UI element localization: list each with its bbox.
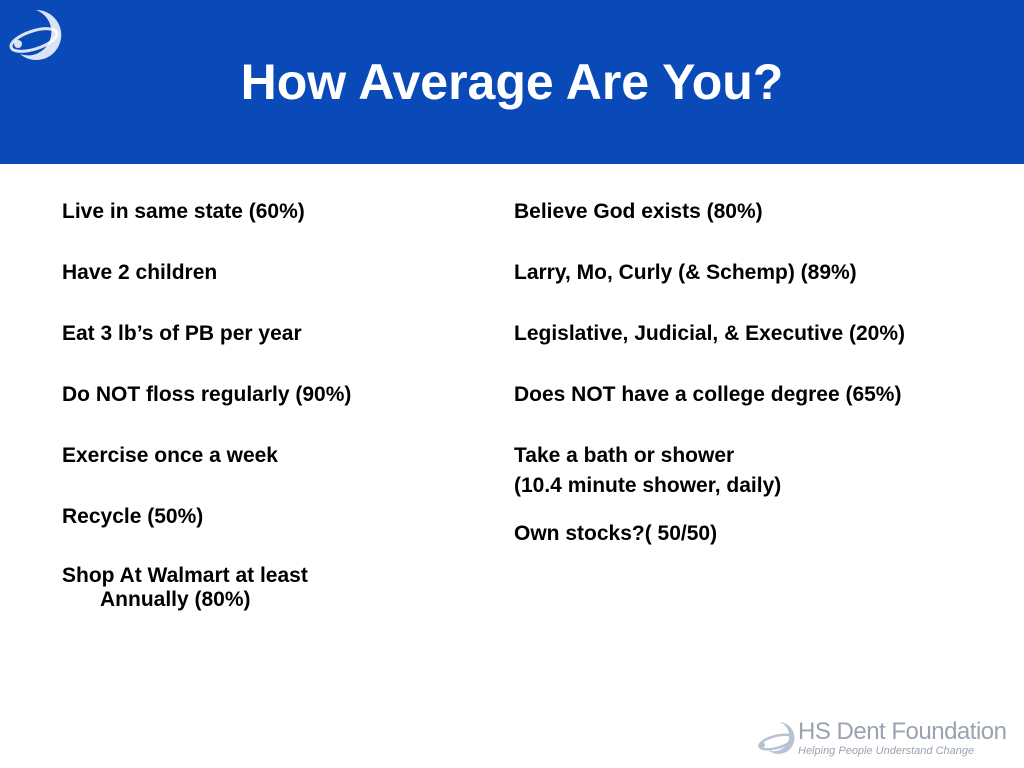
list-item: Exercise once a week — [62, 441, 462, 471]
list-item: Take a bath or shower (10.4 minute showe… — [514, 441, 1014, 501]
list-item-text: Have 2 children — [62, 261, 218, 284]
list-item-text: Take a bath or shower — [514, 444, 735, 467]
list-item-text: Live in same state (60%) — [62, 200, 305, 223]
list-item-text: Eat 3 lb’s of PB per year — [62, 322, 302, 345]
list-item: Do NOT floss regularly (90%) — [62, 380, 462, 410]
list-item-continuation: Annually (80%) — [100, 588, 251, 611]
list-item-text: Shop At Walmart at least — [62, 564, 308, 587]
list-item: Shop At Walmart at least Annually (80%) — [62, 563, 462, 611]
list-item-text: Exercise once a week — [62, 444, 278, 467]
list-item-text: Legislative, Judicial, & Executive (20%) — [514, 322, 905, 345]
list-item: Believe God exists (80%) — [514, 197, 1014, 227]
right-column: Believe God exists (80%) Larry, Mo, Curl… — [514, 197, 1014, 580]
foundation-swirl-logo-icon — [758, 722, 795, 754]
title-banner: How Average Are You? — [0, 0, 1024, 164]
left-column: Live in same state (60%) Have 2 children… — [62, 197, 462, 629]
foundation-name: HS Dent Foundation — [798, 718, 1007, 745]
list-item-continuation: (10.4 minute shower, daily) — [514, 474, 782, 497]
list-item: Legislative, Judicial, & Executive (20%) — [514, 319, 1014, 349]
list-item: Recycle (50%) — [62, 502, 462, 532]
list-item-text: Own stocks?( 50/50) — [514, 522, 718, 545]
list-item-text: Larry, Mo, Curly (& Schemp) (89%) — [514, 261, 857, 284]
list-item-text: Believe God exists (80%) — [514, 200, 763, 223]
list-item-text: Does NOT have a college degree (65%) — [514, 383, 902, 406]
list-item: Does NOT have a college degree (65%) — [514, 380, 1014, 410]
list-item: Own stocks?( 50/50) — [514, 519, 1014, 549]
list-item-text: Recycle (50%) — [62, 505, 204, 528]
slide-title: How Average Are You? — [240, 54, 784, 110]
foundation-swirl-logo-icon — [9, 9, 62, 60]
foundation-tagline: Helping People Understand Change — [798, 745, 975, 757]
list-item: Eat 3 lb’s of PB per year — [62, 319, 462, 349]
list-item-text: Do NOT floss regularly (90%) — [62, 383, 352, 406]
list-item: Live in same state (60%) — [62, 197, 462, 227]
list-item: Have 2 children — [62, 258, 462, 288]
list-item: Larry, Mo, Curly (& Schemp) (89%) — [514, 258, 1014, 288]
